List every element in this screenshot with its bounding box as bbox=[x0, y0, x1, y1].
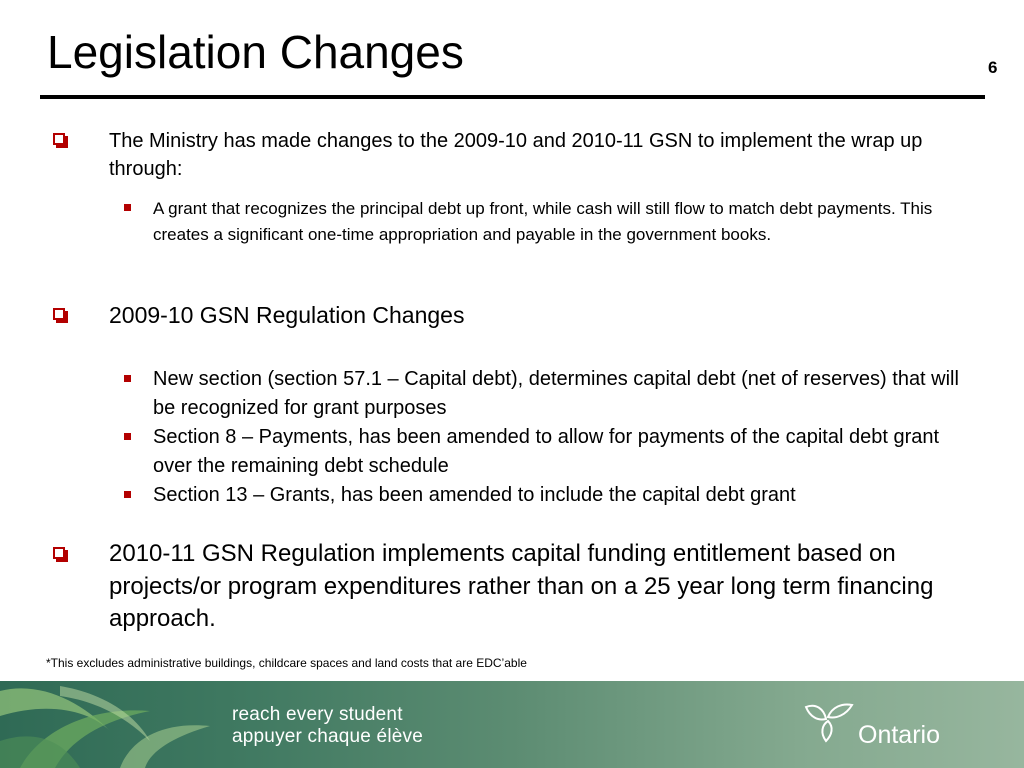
square-bullet-icon bbox=[124, 204, 131, 211]
checkbox-bullet-icon bbox=[53, 133, 65, 145]
bullet-2-sub-1: New section (section 57.1 – Capital debt… bbox=[153, 365, 973, 423]
bullet-1-text: The Ministry has made changes to the 200… bbox=[109, 130, 922, 180]
footer-banner: reach every student appuyer chaque élève… bbox=[0, 681, 1024, 768]
tagline-english: reach every student bbox=[232, 704, 423, 726]
page-number: 6 bbox=[988, 58, 997, 78]
bullet-2-sub-3-text: Section 13 – Grants, has been amended to… bbox=[153, 484, 796, 506]
bullet-3-text: 2010-11 GSN Regulation implements capita… bbox=[109, 540, 933, 632]
leaf-swoosh-graphic bbox=[0, 681, 230, 768]
trillium-icon bbox=[800, 699, 858, 745]
bullet-3: 2010-11 GSN Regulation implements capita… bbox=[109, 538, 975, 636]
ontario-logo-text: Ontario bbox=[858, 721, 940, 750]
checkbox-bullet-icon bbox=[53, 308, 65, 320]
slide-title: Legislation Changes bbox=[47, 24, 464, 80]
bullet-2-sub-2-text: Section 8 – Payments, has been amended t… bbox=[153, 426, 939, 477]
bullet-1-sub-1-text: A grant that recognizes the principal de… bbox=[153, 199, 932, 244]
square-bullet-icon bbox=[124, 491, 131, 498]
title-underline bbox=[40, 95, 985, 99]
bullet-2: 2009-10 GSN Regulation Changes bbox=[109, 300, 979, 330]
tagline: reach every student appuyer chaque élève bbox=[232, 704, 423, 748]
footnote: *This excludes administrative buildings,… bbox=[46, 656, 527, 670]
bullet-2-text: 2009-10 GSN Regulation Changes bbox=[109, 302, 464, 328]
bullet-2-sub-2: Section 8 – Payments, has been amended t… bbox=[153, 423, 973, 481]
bullet-1: The Ministry has made changes to the 200… bbox=[109, 127, 979, 183]
square-bullet-icon bbox=[124, 375, 131, 382]
tagline-french: appuyer chaque élève bbox=[232, 726, 423, 748]
square-bullet-icon bbox=[124, 433, 131, 440]
bullet-2-sub-3: Section 13 – Grants, has been amended to… bbox=[153, 481, 973, 510]
bullet-2-sub-1-text: New section (section 57.1 – Capital debt… bbox=[153, 368, 959, 419]
checkbox-bullet-icon bbox=[53, 547, 65, 559]
bullet-1-sub-1: A grant that recognizes the principal de… bbox=[153, 196, 973, 247]
